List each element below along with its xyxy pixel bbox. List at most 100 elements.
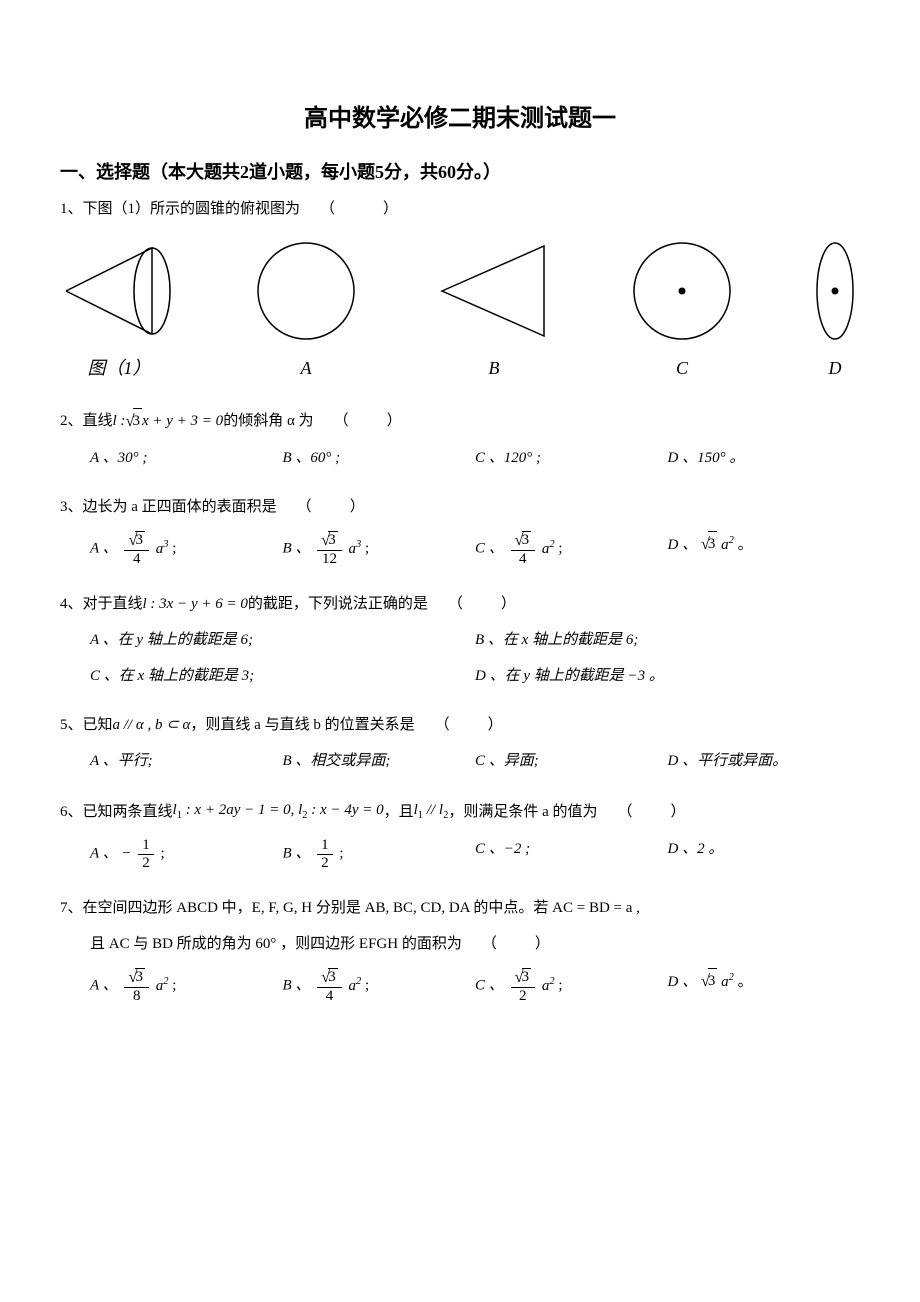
q3-B-a: a [348, 541, 356, 557]
q5-blank-open: （ [435, 713, 450, 737]
q2-text-a: 2、直线 [60, 409, 113, 433]
q3-blank-open: （ [297, 495, 312, 519]
q7-A-den: 8 [124, 988, 149, 1005]
q3-C-den: 4 [511, 551, 536, 568]
q7-opt-B-label: B 、 [283, 978, 311, 994]
q3-opt-C-label: C 、 [475, 541, 504, 557]
q3-A-e: 3 [163, 539, 168, 550]
q6-par: // l [423, 802, 443, 818]
q3-B-sqrt: 3 [328, 531, 338, 549]
q7-D-e: 2 [729, 972, 734, 983]
q4-text-a: 4、对于直线 [60, 592, 143, 616]
q7-text-a: 7、在空间四边形 ABCD 中，E, F, G, H 分别是 AB, BC, C… [60, 896, 640, 920]
q6-A-neg: − [121, 846, 131, 862]
opt-C-label: C [676, 354, 688, 383]
q5-blank-close: ） [488, 713, 503, 737]
q5-opt-B: B 、相交或异面; [283, 753, 391, 769]
q7-A-sqrt: 3 [135, 968, 145, 986]
q6-A-num: 1 [138, 837, 154, 855]
q6-blank-close: ） [671, 800, 686, 824]
q3-D-a: a [721, 537, 729, 553]
q3-opt-A-label: A 、 [90, 541, 118, 557]
q7-B-e: 2 [356, 976, 361, 987]
q3-B-e: 3 [356, 539, 361, 550]
ellipse-dot-icon [810, 236, 860, 346]
q1-text: 1、下图（1）所示的圆锥的俯视图为 [60, 197, 300, 221]
q7-C-den: 2 [511, 988, 536, 1005]
q6-opt-B-label: B 、 [283, 846, 311, 862]
q4-blank-open: （ [448, 592, 463, 616]
triangle-icon [434, 236, 554, 346]
q2-opt-C: C 、120° ; [475, 450, 541, 466]
q6-A-semi: ; [161, 846, 165, 862]
q4-blank-close: ） [501, 592, 516, 616]
q3-blank-close: ） [350, 495, 365, 519]
q6-text-c: ，则满足条件 a 的值为 [448, 800, 597, 824]
q7-opt-C-label: C 、 [475, 978, 504, 994]
q3-C-e: 2 [549, 539, 554, 550]
q3-A-semi: ; [172, 541, 176, 557]
q7-blank-open: （ [482, 932, 497, 956]
question-3: 3、边长为 a 正四面体的表面积是 （ ） A 、 √34 a3 ; B 、 √… [60, 495, 860, 567]
q7-B-s: ; [365, 978, 369, 994]
question-5: 5、已知 a // α , b ⊂ α ，则直线 a 与直线 b 的位置关系是 … [60, 713, 860, 773]
q7-A-e: 2 [163, 976, 168, 987]
q5-opt-C: C 、异面; [475, 753, 539, 769]
q7-D-sqrt: 3 [708, 968, 718, 993]
q7-opt-D-label: D 、 [668, 974, 698, 990]
q3-A-den: 4 [124, 551, 149, 568]
q3-text: 3、边长为 a 正四面体的表面积是 [60, 495, 277, 519]
question-4: 4、对于直线 l : 3x − y + 6 = 0 的截距，下列说法正确的是 （… [60, 592, 860, 688]
fig-0-label: 图（1） [88, 354, 151, 383]
q7-C-e: 2 [549, 976, 554, 987]
q7-D-s: 。 [738, 974, 753, 990]
q3-D-e: 2 [729, 535, 734, 546]
q3-B-den: 12 [317, 551, 342, 568]
page-title: 高中数学必修二期末测试题一 [60, 100, 860, 138]
q7-B-den: 4 [317, 988, 342, 1005]
q2-opt-D: D 、150° 。 [668, 450, 745, 466]
q6-B-num: 1 [317, 837, 333, 855]
circle-dot-icon [627, 236, 737, 346]
q6-text-a: 6、已知两条直线 [60, 800, 173, 824]
question-2: 2、直线 l : √3 x + y + 3 = 0 的倾斜角 α 为 （ ） A… [60, 408, 860, 470]
opt-D-label: D [829, 354, 842, 383]
cone-figure-icon [60, 236, 178, 346]
q3-D-sqrt: 3 [708, 531, 718, 556]
q4-opt-B: B 、在 x 轴上的截距是 6; [475, 632, 638, 648]
q5-text-b: ，则直线 a 与直线 b 的位置关系是 [190, 713, 414, 737]
q6-B-den: 2 [317, 855, 333, 872]
q4-eq: l : 3x − y + 6 = 0 [143, 592, 248, 616]
q6-eq1: : x + 2ay − 1 = 0, [182, 802, 298, 818]
q7-A-s: ; [172, 978, 176, 994]
q3-B-semi: ; [365, 541, 369, 557]
opt-B-label: B [489, 354, 500, 383]
q4-opt-C: C 、在 x 轴上的截距是 3; [90, 668, 254, 684]
q4-opt-A: A 、在 y 轴上的截距是 6; [90, 632, 253, 648]
q3-opt-B-label: B 、 [283, 541, 311, 557]
q2-eq-b: x + y + 3 = 0 [142, 409, 223, 433]
q6-opt-A-label: A 、 [90, 846, 118, 862]
q7-text-b: 且 AC 与 BD 所成的角为 60° ，则四边形 EFGH 的面积为 [90, 932, 462, 956]
question-7: 7、在空间四边形 ABCD 中，E, F, G, H 分别是 AB, BC, C… [60, 896, 860, 1004]
q6-A-den: 2 [138, 855, 154, 872]
q4-text-b: 的截距，下列说法正确的是 [248, 592, 428, 616]
q2-blank-close: ） [387, 409, 402, 433]
q2-eq-a: l : [113, 409, 126, 433]
q3-opt-D-label: D 、 [668, 537, 698, 553]
q3-D-dot: 。 [738, 537, 753, 553]
circle-icon [251, 236, 361, 346]
opt-A-label: A [301, 354, 312, 383]
q2-sqrt3: 3 [133, 408, 143, 433]
q5-opt-D: D 、平行或异面。 [668, 753, 788, 769]
q5-eq: a // α , b ⊂ α [113, 713, 191, 737]
q6-text-b: ，且 [384, 800, 414, 824]
q6-blank-open: （ [617, 800, 632, 824]
section-1-header: 一、选择题（本大题共2道小题，每小题5分，共60分。） [60, 158, 860, 187]
q6-opt-D: D 、2 。 [668, 841, 724, 857]
q1-blank-close: ） [383, 197, 398, 221]
q3-C-sqrt: 3 [522, 531, 532, 549]
q7-D-a: a [721, 974, 729, 990]
q4-opt-D: D 、在 y 轴上的截距是 −3 。 [475, 668, 664, 684]
q2-text-b: 的倾斜角 α 为 [223, 409, 313, 433]
